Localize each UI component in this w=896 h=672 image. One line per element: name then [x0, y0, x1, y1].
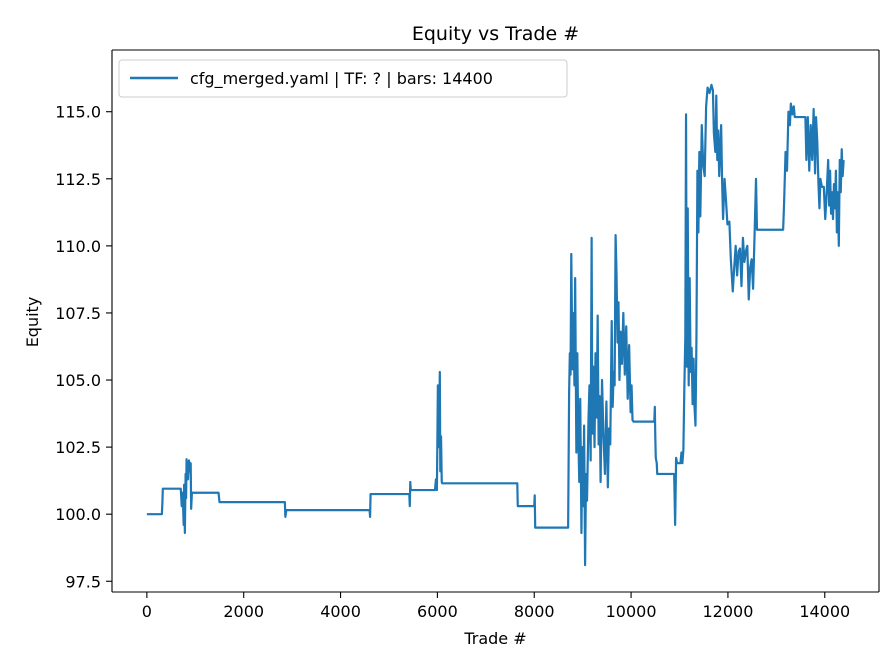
- x-tick-label: 10000: [606, 602, 657, 621]
- x-tick-label: 4000: [320, 602, 361, 621]
- legend-label: cfg_merged.yaml | TF: ? | bars: 14400: [190, 69, 493, 89]
- y-tick-label: 107.5: [55, 304, 101, 323]
- y-tick-label: 115.0: [55, 103, 101, 122]
- series-line-0: [146, 83, 845, 567]
- y-tick-label: 97.5: [65, 572, 101, 591]
- x-axis-title: Trade #: [463, 629, 526, 648]
- y-tick-label: 105.0: [55, 371, 101, 390]
- chart-title: Equity vs Trade #: [412, 23, 579, 45]
- plot-area: [112, 50, 879, 592]
- x-tick-label: 8000: [514, 602, 555, 621]
- x-tick-label: 14000: [799, 602, 850, 621]
- y-axis-title: Equity: [23, 297, 42, 348]
- ticks-layer: 0 2000 4000 6000 8000 10000 12000 14000 97.5 100.…: [55, 103, 850, 621]
- legend-box: [118, 59, 568, 98]
- y-tick-label: 112.5: [55, 170, 101, 189]
- x-tick-label: 6000: [417, 602, 458, 621]
- x-tick-label: 0: [142, 602, 152, 621]
- axes-layer: [111, 49, 880, 593]
- y-tick-label: 110.0: [55, 237, 101, 256]
- x-tick-label: 2000: [223, 602, 264, 621]
- plot-background: [112, 50, 879, 592]
- series-layer: [146, 83, 845, 567]
- legend: cfg_merged.yaml | TF: ? | bars: 14400: [118, 59, 568, 98]
- y-tick-label: 100.0: [55, 505, 101, 524]
- x-tick-label: 12000: [702, 602, 753, 621]
- y-tick-label: 102.5: [55, 438, 101, 457]
